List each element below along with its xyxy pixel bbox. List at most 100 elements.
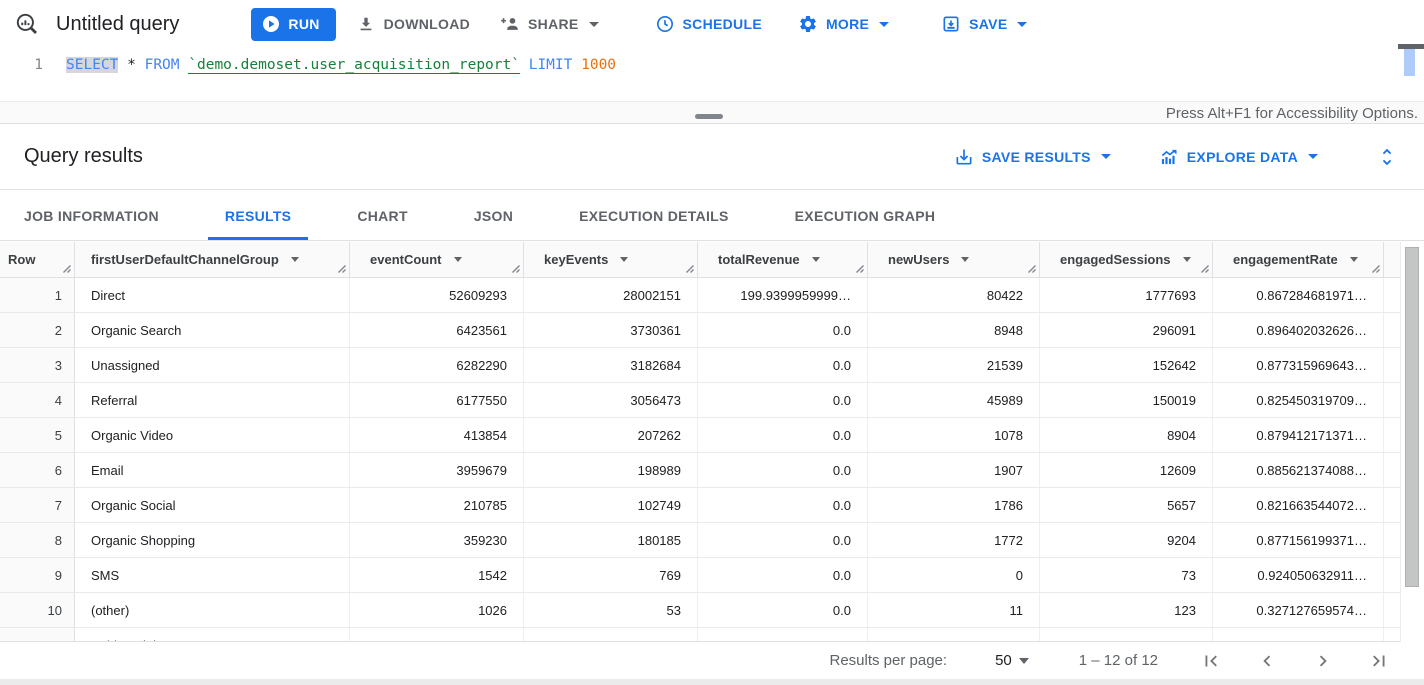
cell-newUsers: 11: [868, 593, 1040, 627]
cell-totalRevenue: 0.0: [698, 418, 868, 452]
column-menu-caret-icon[interactable]: [453, 257, 462, 262]
cell-firstUserDefaultChannelGroup: Referral: [75, 383, 350, 417]
cell-newUsers: 8948: [868, 313, 1040, 347]
play-circle-icon: [262, 15, 280, 33]
tab-job-information[interactable]: JOB INFORMATION: [24, 207, 159, 224]
column-menu-caret-icon[interactable]: [961, 257, 970, 262]
cell-engagementRate: 0.877315969643…: [1213, 348, 1384, 382]
cell-newUsers: 0: [868, 628, 1040, 641]
chevron-down-icon: [1017, 21, 1028, 27]
column-header-eventCount[interactable]: eventCount: [350, 242, 524, 277]
column-resize-handle-icon[interactable]: [511, 264, 521, 274]
sql-keyword-limit: LIMIT: [528, 57, 573, 73]
accessibility-hint: Press Alt+F1 for Accessibility Options.: [1165, 105, 1418, 122]
cell-firstUserDefaultChannelGroup: Unassigned: [75, 348, 350, 382]
table-vertical-scrollbar: [1400, 242, 1424, 642]
column-menu-caret-icon[interactable]: [1182, 257, 1191, 262]
save-results-button[interactable]: SAVE RESULTS: [954, 147, 1111, 167]
cell-totalRevenue: 0.0: [698, 558, 868, 592]
row-number-cell: 7: [0, 488, 75, 522]
editor-results-splitter: Press Alt+F1 for Accessibility Options.: [0, 101, 1424, 124]
share-button[interactable]: SHARE: [500, 14, 599, 34]
query-title: Untitled query: [56, 12, 180, 35]
previous-page-button[interactable]: [1256, 650, 1278, 672]
column-header-engagedSessions[interactable]: engagedSessions: [1040, 242, 1213, 277]
first-page-button[interactable]: [1200, 650, 1222, 672]
column-menu-caret-icon[interactable]: [290, 257, 299, 262]
horizontal-scrollbar-track[interactable]: [0, 679, 1424, 685]
tab-json[interactable]: JSON: [473, 207, 514, 224]
editor-scrollbar-thumb[interactable]: [1404, 49, 1415, 76]
query-toolbar: Untitled query RUN DOWNLOAD SHARE SCHE: [0, 0, 1424, 48]
row-number-cell: 8: [0, 523, 75, 557]
download-button-label: DOWNLOAD: [383, 16, 471, 32]
cell-eventCount: 359230: [350, 523, 524, 557]
column-menu-caret-icon[interactable]: [620, 257, 629, 262]
cell-keyEvents: 3182684: [524, 348, 698, 382]
column-header-keyEvents[interactable]: keyEvents: [524, 242, 698, 277]
column-menu-caret-icon[interactable]: [811, 257, 820, 262]
column-header-label: Row: [8, 252, 36, 267]
cell-keyEvents: 194: [524, 628, 698, 641]
table-row: 1 Direct 52609293 28002151 199.9399959999… 80…: [0, 278, 1424, 313]
query-magnifier-icon: [14, 11, 40, 37]
row-number-cell: 5: [0, 418, 75, 452]
tab-execution-graph[interactable]: EXECUTION GRAPH: [794, 207, 936, 224]
column-header-totalRevenue[interactable]: totalRevenue: [698, 242, 868, 277]
column-header-engagementRate[interactable]: engagementRate: [1213, 242, 1384, 277]
column-resize-handle-icon[interactable]: [337, 264, 347, 274]
last-page-icon: [1368, 650, 1390, 672]
cell-engagedSessions: 123: [1040, 593, 1213, 627]
download-button[interactable]: DOWNLOAD: [356, 14, 470, 34]
column-resize-handle-icon[interactable]: [855, 264, 865, 274]
row-number-cell: 2: [0, 313, 75, 347]
table-row: 11Paid Social6071940.00941.0: [0, 628, 1424, 641]
expand-collapse-panel-button[interactable]: [1376, 146, 1398, 168]
column-resize-handle-icon[interactable]: [1027, 264, 1037, 274]
splitter-drag-handle-icon[interactable]: [695, 114, 723, 119]
table-body: 1 Direct 52609293 28002151 199.9399959999… 80…: [0, 278, 1424, 641]
cell-engagedSessions: 9204: [1040, 523, 1213, 557]
save-button[interactable]: SAVE: [941, 14, 1028, 34]
table-row: 5 Organic Video 413854 207262 0.0 1078 8904 0.8…: [0, 418, 1424, 453]
cell-eventCount: 1542: [350, 558, 524, 592]
pagination-controls: [1200, 650, 1390, 672]
cell-totalRevenue: 0.0: [698, 488, 868, 522]
line-number: 1: [34, 57, 43, 73]
cell-newUsers: 80422: [868, 278, 1040, 312]
cell-engagementRate: 0.867284681971…: [1213, 278, 1384, 312]
next-page-button[interactable]: [1312, 650, 1334, 672]
cell-keyEvents: 198989: [524, 453, 698, 487]
more-button[interactable]: MORE: [798, 14, 890, 34]
cell-keyEvents: 28002151: [524, 278, 698, 312]
scrollbar-thumb[interactable]: [1405, 247, 1419, 587]
download-icon: [356, 14, 376, 34]
cell-firstUserDefaultChannelGroup: Organic Search: [75, 313, 350, 347]
column-resize-handle-icon[interactable]: [685, 264, 695, 274]
explore-data-button[interactable]: EXPLORE DATA: [1159, 147, 1318, 167]
column-header-label: newUsers: [888, 252, 950, 267]
column-header-firstUserDefaultChannelGroup[interactable]: firstUserDefaultChannelGroup: [75, 242, 350, 277]
column-resize-handle-icon[interactable]: [1371, 264, 1381, 274]
sql-editor[interactable]: 1 SELECT * FROM `demo.demoset.user_acqui…: [0, 44, 1424, 101]
tab-chart[interactable]: CHART: [357, 207, 408, 224]
last-page-button[interactable]: [1368, 650, 1390, 672]
sql-code-line[interactable]: SELECT * FROM `demo.demoset.user_acquisi…: [66, 57, 616, 74]
tab-results[interactable]: RESULTS: [207, 191, 309, 240]
cell-engagementRate: 0.821663544072…: [1213, 488, 1384, 522]
column-resize-handle-icon[interactable]: [1200, 264, 1210, 274]
column-menu-caret-icon[interactable]: [1349, 257, 1358, 262]
page-size-dropdown[interactable]: 50: [995, 652, 1029, 669]
cell-engagedSessions: 8904: [1040, 418, 1213, 452]
cell-engagedSessions: 94: [1040, 628, 1213, 641]
column-resize-handle-icon[interactable]: [62, 264, 72, 274]
chevron-down-icon: [879, 21, 890, 27]
column-header-Row[interactable]: Row: [0, 242, 75, 277]
sql-table-reference[interactable]: `demo.demoset.user_acquisition_report`: [188, 57, 520, 74]
cell-totalRevenue: 0.0: [698, 453, 868, 487]
column-header-newUsers[interactable]: newUsers: [868, 242, 1040, 277]
schedule-button[interactable]: SCHEDULE: [655, 14, 762, 34]
run-button[interactable]: RUN: [251, 7, 336, 41]
tab-execution-details[interactable]: EXECUTION DETAILS: [579, 207, 729, 224]
